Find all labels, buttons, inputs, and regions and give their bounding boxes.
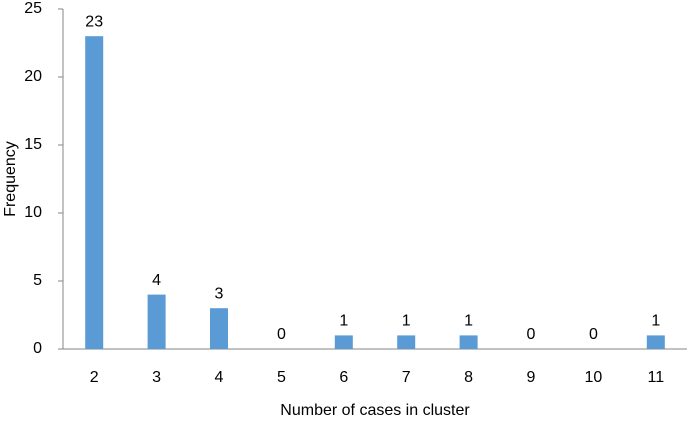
data-label: 1 [339,313,348,330]
x-tick-label: 7 [402,369,411,386]
y-tick-label: 20 [24,68,42,85]
data-label: 0 [277,326,286,343]
data-label: 0 [527,326,536,343]
x-tick-label: 2 [90,369,99,386]
y-tick-label: 15 [24,136,42,153]
data-label: 1 [402,313,411,330]
bar [334,335,353,349]
bar [397,335,416,349]
y-tick-label: 10 [24,204,42,221]
data-label: 0 [589,326,598,343]
bar [210,308,228,349]
bar [646,335,665,349]
data-label: 1 [651,313,660,330]
bar [147,294,166,349]
data-label: 4 [152,272,161,289]
data-label: 3 [215,285,224,302]
x-tick-label: 6 [339,369,348,386]
x-tick-label: 11 [647,369,664,386]
y-tick-label: 25 [24,0,42,17]
x-tick-label: 10 [585,369,603,386]
data-label: 23 [85,13,103,30]
y-axis-title: Frequency [2,141,19,217]
x-tick-label: 3 [152,369,161,386]
x-tick-label: 4 [215,369,224,386]
y-tick-label: 5 [33,272,42,289]
x-axis-title: Number of cases in cluster [280,402,470,419]
x-tick-label: 9 [527,369,536,386]
data-label: 1 [464,313,473,330]
x-tick-label: 8 [464,369,473,386]
x-tick-label: 5 [277,369,286,386]
bar [85,36,104,349]
bar [459,335,478,349]
y-tick-label: 0 [33,340,42,357]
